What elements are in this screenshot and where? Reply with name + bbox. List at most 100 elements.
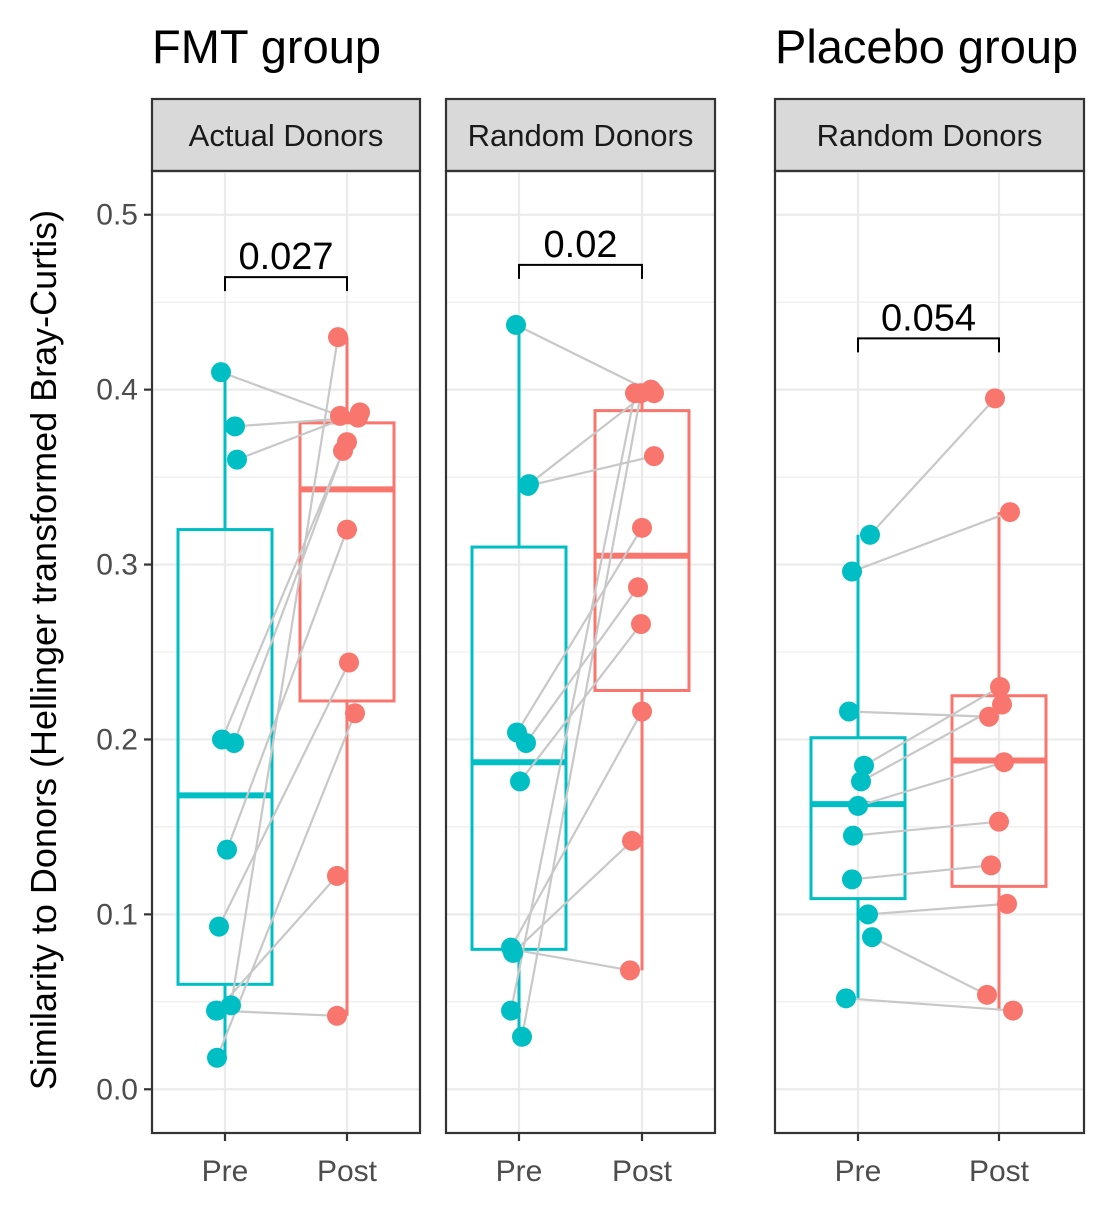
y-axis: 0.0 0.1 0.2 0.3 0.4 0.5 — [96, 199, 152, 1106]
panel-2: Random Donors 0.02 Pre Post — [444, 97, 717, 1188]
y-tick-label: 0.2 — [96, 723, 138, 756]
pair-line — [857, 761, 1005, 807]
pair-line — [852, 820, 1000, 837]
point-pre — [224, 732, 244, 753]
point-pre — [843, 825, 863, 846]
point-pre — [225, 416, 245, 437]
point-post — [977, 984, 997, 1005]
point-post — [327, 865, 347, 886]
pair-line — [215, 712, 357, 1059]
y-tick-label: 0.3 — [96, 549, 138, 582]
point-post — [632, 517, 652, 538]
point-post — [990, 676, 1010, 697]
pair-line — [225, 529, 349, 851]
box-iqr — [176, 528, 274, 986]
pair-line — [848, 710, 990, 718]
point-pre — [512, 1026, 532, 1047]
point-pre — [860, 524, 880, 545]
pair-line — [867, 902, 1008, 916]
pair-line — [863, 686, 1001, 767]
point-pre — [851, 771, 871, 792]
point-pre — [842, 869, 862, 890]
x-tick-label-pre: Pre — [202, 1155, 249, 1188]
point-post — [622, 830, 642, 851]
x-tick-label-post: Post — [969, 1155, 1030, 1188]
pair-line — [216, 875, 338, 1012]
pair-line — [510, 710, 643, 949]
strip-label-2: Random Donors — [468, 118, 694, 153]
point-post — [330, 405, 350, 426]
point-post — [981, 855, 1001, 876]
panel-3: Random Donors 0.054 Pre Post — [773, 97, 1086, 1188]
strip-label-1: Actual Donors — [189, 118, 384, 153]
point-post — [620, 960, 640, 981]
pair-line — [218, 662, 350, 928]
panel-border — [773, 169, 1086, 1135]
point-pre — [211, 362, 231, 383]
pair-line — [229, 336, 340, 1006]
pair-line — [528, 388, 652, 485]
pair-line — [851, 864, 992, 881]
pair-line — [869, 397, 996, 536]
point-pre — [848, 795, 868, 816]
point-post — [989, 811, 1009, 832]
pair-line — [525, 586, 639, 744]
panel-border — [150, 169, 422, 1135]
pair-line — [860, 703, 1003, 783]
point-post — [328, 327, 348, 348]
x-tick-label-post: Post — [612, 1155, 673, 1188]
point-post — [631, 383, 651, 404]
point-post — [631, 614, 651, 635]
pair-line — [509, 392, 637, 1011]
point-post — [327, 1005, 347, 1026]
strip-3 — [773, 97, 1086, 173]
pair-line — [512, 840, 633, 954]
point-pre — [501, 1000, 521, 1021]
point-pre — [839, 701, 859, 722]
point-pre — [516, 732, 536, 753]
panels: Actual Donors 0.027 Pre Post Random Donors 0.… — [150, 97, 1086, 1188]
point-post — [632, 701, 652, 722]
point-post — [1003, 1000, 1023, 1021]
significance-bracket — [518, 263, 643, 279]
point-pre — [227, 449, 247, 470]
point-pre — [518, 475, 538, 496]
point-post — [992, 694, 1012, 715]
y-tick-label: 0.0 — [96, 1073, 138, 1106]
point-post — [628, 577, 648, 598]
pair-line — [519, 623, 642, 783]
pair-line — [845, 997, 1014, 1012]
point-post — [350, 402, 370, 423]
p-value-label: 0.02 — [544, 224, 618, 266]
point-pre — [217, 839, 237, 860]
pair-line — [220, 441, 349, 740]
panel-1: Actual Donors 0.027 Pre Post — [150, 97, 422, 1188]
box-pre — [176, 372, 274, 1058]
box-iqr — [593, 409, 691, 692]
p-value-label: 0.054 — [881, 297, 976, 339]
point-pre — [854, 755, 874, 776]
y-tick-label: 0.1 — [96, 898, 138, 931]
significance-bracket — [857, 337, 1000, 353]
x-tick-label-pre: Pre — [835, 1155, 882, 1188]
pair-line — [527, 455, 655, 487]
point-post — [339, 652, 359, 673]
pair-line — [851, 511, 1011, 573]
point-pre — [207, 1047, 227, 1068]
y-axis-title: Similarity to Donors (Hellinger transfor… — [23, 210, 64, 1090]
point-post — [994, 752, 1014, 773]
point-pre — [842, 561, 862, 582]
point-post — [997, 893, 1017, 914]
point-pre — [506, 314, 526, 335]
y-tick-label: 0.5 — [96, 199, 138, 232]
box-iqr — [809, 736, 907, 901]
point-post — [345, 703, 365, 724]
point-post — [333, 440, 353, 461]
x-tick-label-post: Post — [317, 1155, 378, 1188]
pair-line — [871, 936, 988, 996]
strip-label-3: Random Donors — [817, 118, 1043, 153]
significance-bracket — [224, 276, 348, 292]
strip-1 — [150, 97, 422, 173]
point-post — [979, 706, 999, 727]
